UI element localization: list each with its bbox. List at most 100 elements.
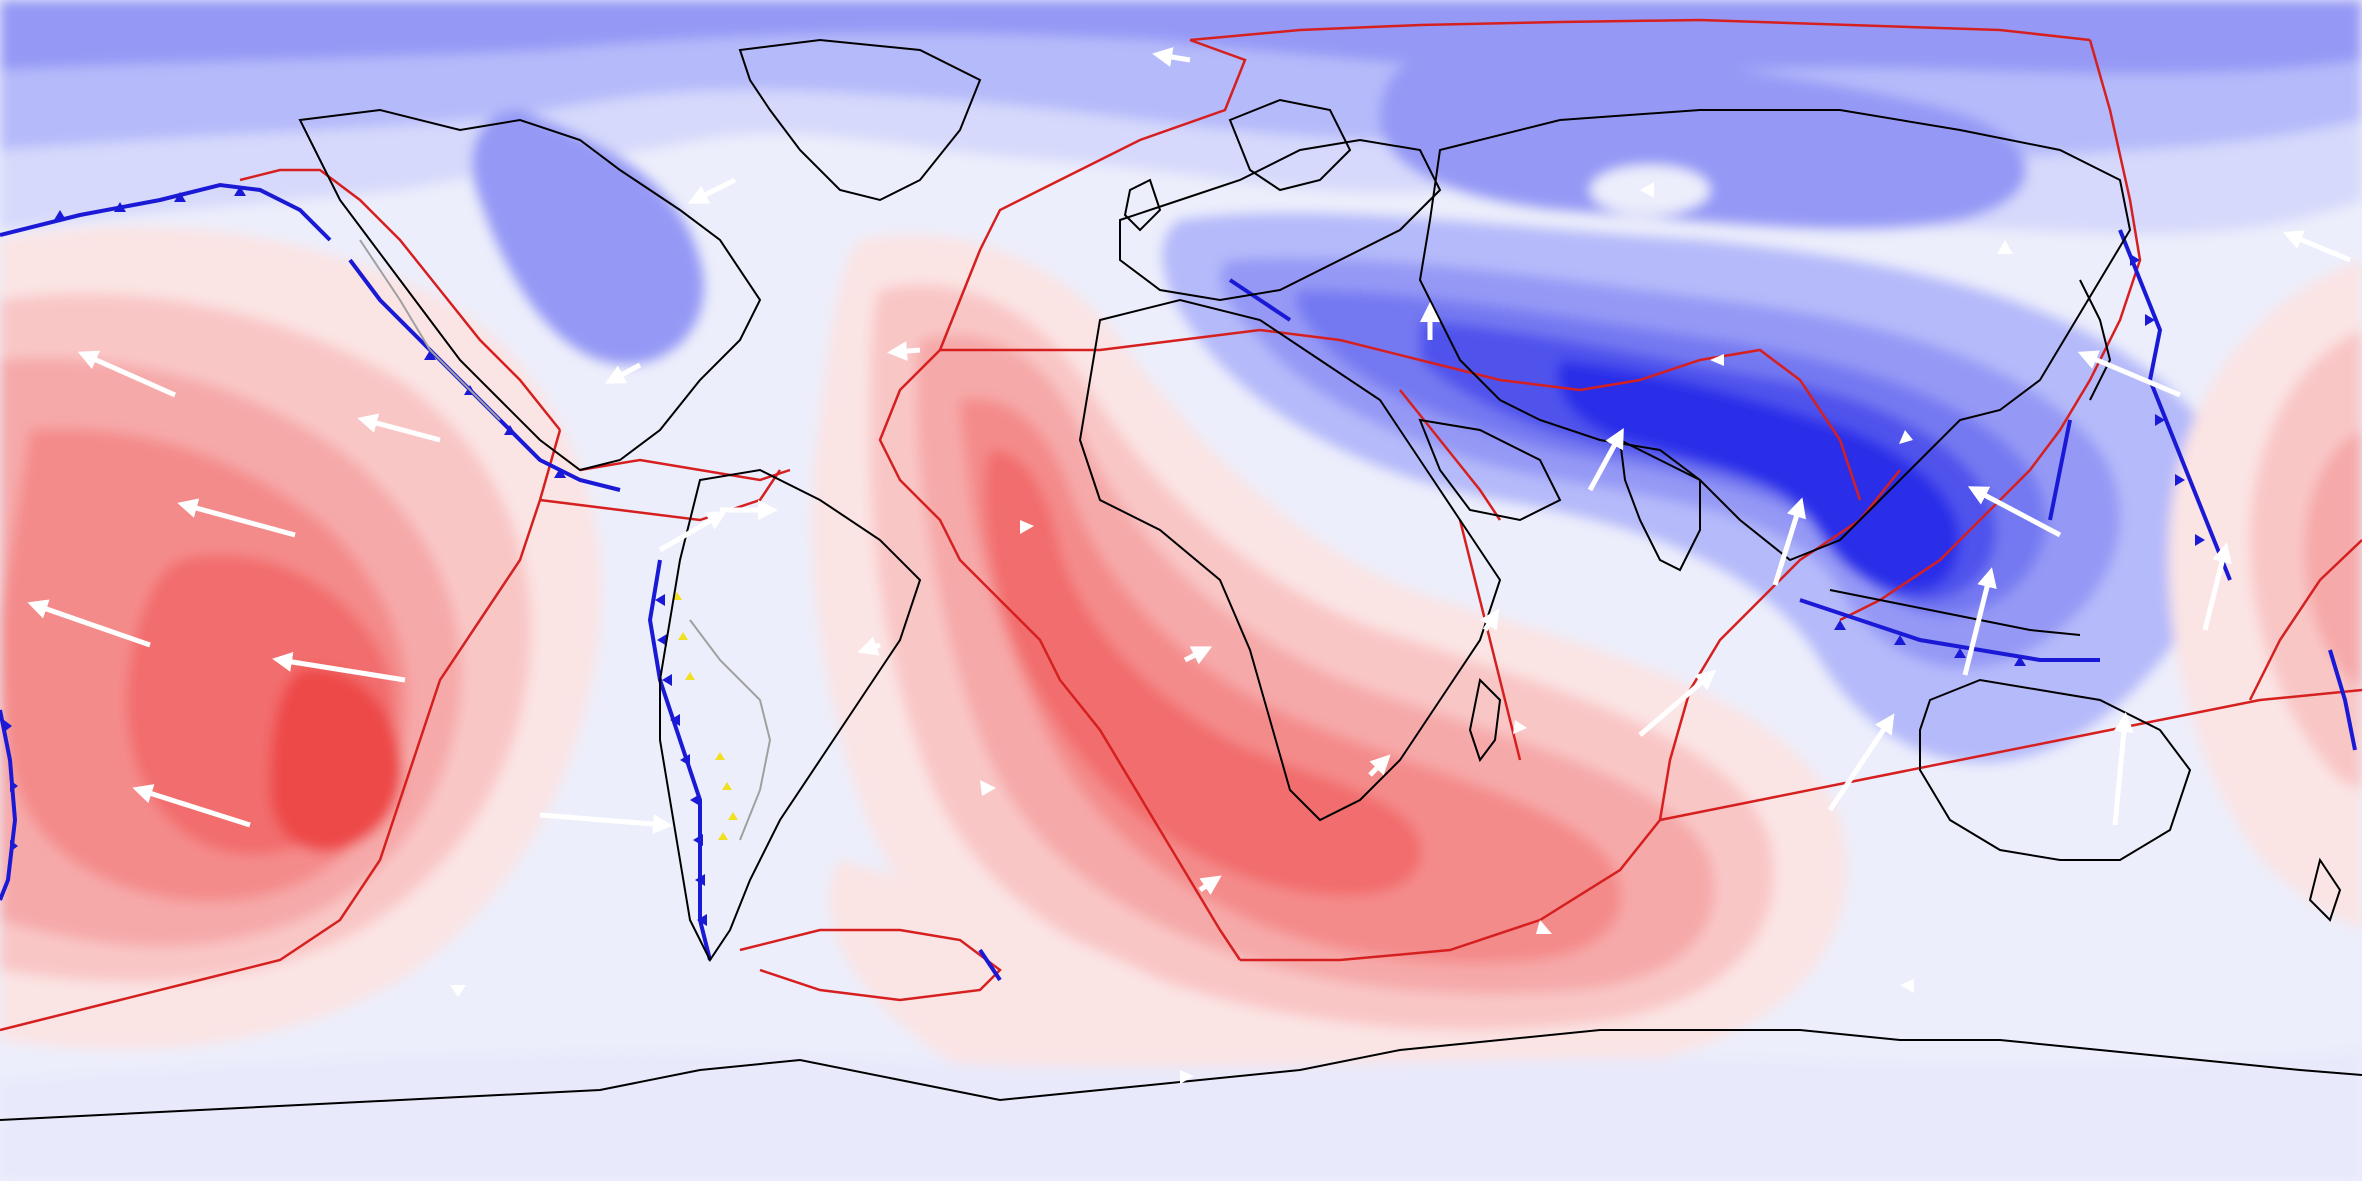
coast-japan [2079, 279, 2112, 401]
positive-east-edge-3 [2304, 430, 2362, 690]
arrow-pacific-4 [27, 599, 151, 648]
marker-china [1997, 240, 2013, 254]
boundary-east-africa [1458, 519, 1522, 761]
plate-boundary-lines [0, 18, 2362, 1032]
coastlines [0, 38, 2362, 1121]
arrow-north-america-1 [687, 177, 737, 204]
arrow-north-america-3 [1152, 47, 1191, 67]
arrow-australia-1 [1638, 669, 1717, 737]
boundary-caribbean [579, 458, 791, 482]
coast-south-america [659, 468, 922, 962]
trench-west-edge [0, 709, 18, 901]
coast-africa [1078, 298, 1502, 822]
marker-pacific-south [450, 985, 466, 997]
slow-velocity-markers [450, 182, 2013, 1084]
boundary-pacific-west-edge [2248, 539, 2362, 701]
coast-asia [1418, 109, 2132, 562]
negative-band-canada [472, 110, 704, 365]
boundary-scotia [739, 928, 1002, 1002]
arrow-india-1 [1587, 427, 1624, 492]
boundary-atlantic-africa [940, 328, 1261, 352]
coast-indonesia [1829, 589, 2081, 636]
arrow-africa-4 [1480, 608, 1500, 632]
teeth-west-edge [4, 720, 18, 852]
marker-sea [1899, 430, 1913, 444]
volcanic-arc-markers [672, 592, 738, 840]
arrow-pacific-3 [177, 498, 296, 538]
negative-asia-5 [1557, 360, 1960, 593]
arrow-australia-4 [2112, 712, 2134, 826]
arrow-australia-3 [1962, 567, 1997, 676]
arrow-north-america-2 [604, 362, 642, 384]
positive-africa-5 [984, 450, 1422, 896]
arrow-nazca [539, 812, 673, 835]
coast-scandinavia [1228, 98, 1352, 192]
arrow-sunda [1967, 486, 2062, 538]
boundary-red-sea [1399, 389, 1502, 521]
arrow-australia-2 [1827, 713, 1895, 812]
arrow-pacific-1 [77, 350, 177, 398]
arrow-south-america-2 [857, 636, 881, 656]
boundary-cocos-nazca [539, 469, 782, 522]
boundary-himalaya [1259, 328, 1862, 501]
marker-madagascar [1513, 720, 1527, 734]
coast-new-zealand [2308, 857, 2342, 922]
boundary-east-pacific-rise [0, 429, 562, 1032]
arrow-india-2 [1772, 497, 1806, 586]
arrow-west-pacific [2202, 542, 2232, 631]
negative-siberia [1380, 57, 2027, 229]
marker-indian-antarctic [1900, 979, 1914, 993]
antarctic-band [0, 1050, 2362, 1181]
marker-indian-south [1536, 920, 1552, 934]
trench-andes [647, 559, 712, 961]
trench-south-sandwich [978, 948, 1002, 982]
negative-band-north-3 [0, 0, 2362, 74]
marker-tibet [1710, 354, 1724, 366]
boundary-indian-ridge [1240, 469, 1901, 962]
marker-africa-north [1020, 520, 1034, 534]
teeth-andes [655, 594, 707, 926]
coast-australia [1919, 678, 2192, 861]
marker-siberia [1640, 182, 1654, 198]
positive-south-atlantic-tail [829, 860, 1288, 1132]
positive-africa-4 [960, 398, 1622, 964]
coast-greenland [738, 38, 982, 202]
coast-madagascar [1468, 677, 1502, 763]
coast-india [1618, 438, 1701, 572]
coast-arabia [1418, 418, 1562, 522]
fault-andes-inland [689, 619, 772, 841]
arrow-south-america-1 [887, 341, 921, 362]
coast-antarctica [0, 1029, 2362, 1121]
arrow-africa-1 [1183, 646, 1213, 665]
gray-fault-lines [359, 239, 772, 841]
boundary-arctic [1189, 18, 2091, 42]
positive-pacific-6 [270, 668, 402, 852]
boundary-pacific-north [239, 168, 561, 431]
arc-andes [672, 592, 738, 840]
velocity-arrows [27, 47, 2351, 895]
boundary-west-pacific [1839, 39, 2142, 622]
arrow-pacific-5 [272, 652, 406, 683]
arrow-africa-2 [1368, 754, 1391, 777]
trench-teeth-markers [4, 186, 2205, 926]
arrow-east-edge [2282, 230, 2351, 263]
arrow-philippine [2077, 350, 2181, 398]
marker-atlantic-south [980, 780, 996, 796]
arrow-pacific-2 [357, 413, 441, 443]
trench-mediterranean [1228, 278, 1292, 322]
trench-tonga [2328, 649, 2357, 751]
arrow-cocos [658, 510, 727, 553]
arrow-africa-3 [1198, 875, 1222, 895]
coast-british-isles [1123, 178, 1162, 232]
coast-europe [1119, 138, 1442, 302]
trench-aleutian [0, 182, 332, 242]
trench-philippine [2048, 419, 2072, 521]
boundary-southeast-indian [1659, 688, 2362, 822]
arrow-pacific-6 [132, 784, 251, 828]
coast-north-america [298, 108, 762, 472]
marker-antarctic [1180, 1070, 1194, 1084]
fault-north-america-west [359, 239, 501, 421]
